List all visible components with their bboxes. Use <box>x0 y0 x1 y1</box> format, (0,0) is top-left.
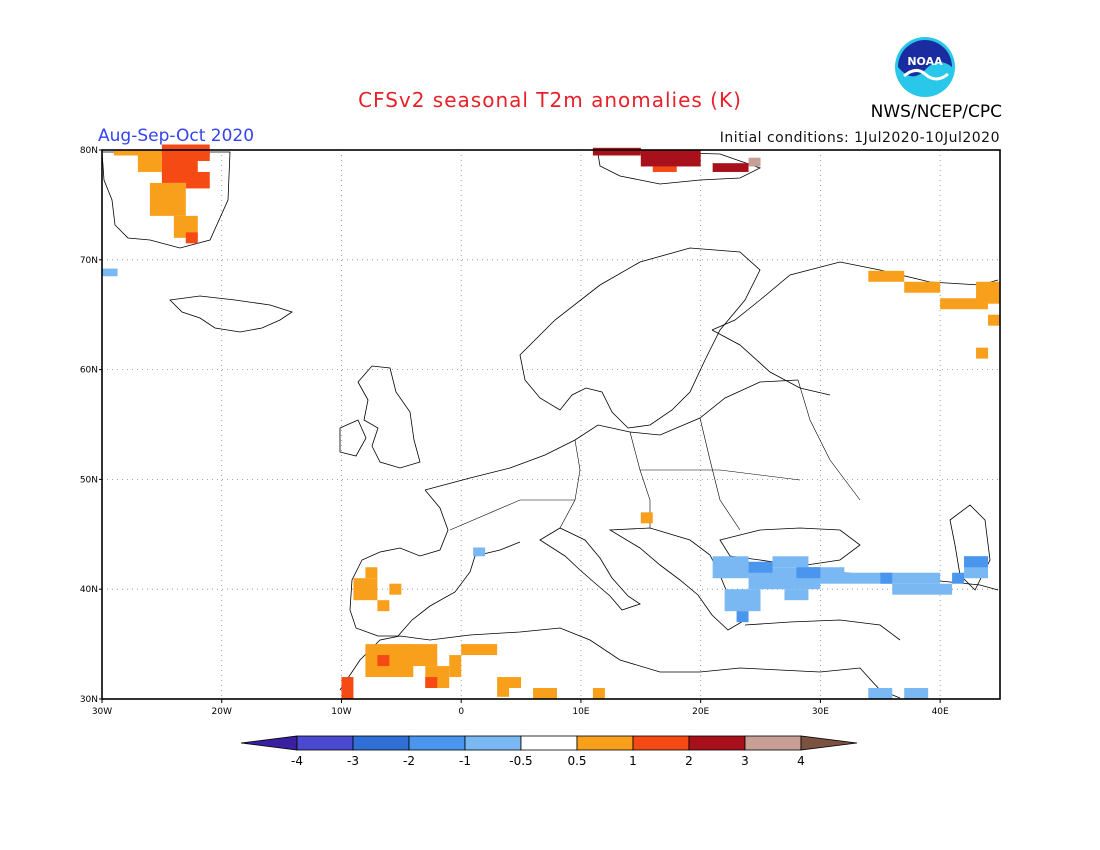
anomaly-cell <box>892 583 953 595</box>
season-label: Aug-Sep-Oct 2020 <box>98 126 255 146</box>
anomaly-cell <box>341 677 354 699</box>
anomaly-cell <box>425 677 438 689</box>
anomaly-cell <box>772 556 809 568</box>
anomaly-cell <box>964 556 989 568</box>
anomaly-cell <box>113 150 174 156</box>
lon-label: 10W <box>331 707 351 717</box>
colorbar-swatch <box>408 735 466 751</box>
anomaly-cell <box>880 572 941 584</box>
anomaly-cell <box>592 688 605 699</box>
colorbar-label: 4 <box>797 754 805 768</box>
noaa-logo-icon: NOAA <box>895 37 955 97</box>
anomaly-cell <box>497 688 510 697</box>
anomaly-cell <box>712 556 749 579</box>
colorbar-label: 3 <box>741 754 749 768</box>
chart-title: CFSv2 seasonal T2m anomalies (K) <box>358 88 742 112</box>
anomaly-cell <box>449 655 462 678</box>
anomaly-cell <box>724 589 761 612</box>
lat-label: 50N <box>80 475 98 485</box>
colorbar-swatch <box>352 735 410 751</box>
colorbar: -4 -3 -2 -1 -0.5 0.5 1 2 3 4 <box>240 735 858 768</box>
anomaly-cell <box>473 547 486 557</box>
colorbar-label: -3 <box>347 754 359 768</box>
anomaly-cell <box>353 578 378 601</box>
anomaly-cell <box>185 232 198 244</box>
anomaly-cell <box>640 512 653 524</box>
colorbar-swatch <box>296 735 354 751</box>
colorbar-swatch <box>520 735 578 751</box>
anomaly-cell <box>988 314 1000 326</box>
colorbar-label: -4 <box>291 754 303 768</box>
lon-labels: 30W 20W 10W 0 10E 20E 30E 40E <box>92 699 949 717</box>
colorbar-swatch <box>744 735 802 751</box>
anomaly-cell <box>976 281 1000 304</box>
colorbar-label: -1 <box>459 754 471 768</box>
anomaly-cell <box>712 163 749 172</box>
colorbar-label: 1 <box>629 754 637 768</box>
lon-label: 0 <box>458 707 464 717</box>
anomaly-cell <box>952 572 965 584</box>
anomaly-cell <box>796 567 821 579</box>
grid-lines <box>102 150 1000 699</box>
anomaly-cell <box>868 688 893 699</box>
colorbar-swatch <box>464 735 522 751</box>
lat-label: 60N <box>80 366 98 376</box>
colorbar-swatch <box>576 735 634 751</box>
map-frame <box>101 149 1001 700</box>
lon-label: 40E <box>932 707 949 717</box>
anomaly-cell <box>592 147 641 156</box>
anomaly-cell <box>904 688 929 699</box>
anomaly-cell <box>652 166 677 172</box>
anomaly-cell <box>377 600 390 612</box>
lat-labels: 80N 70N 60N 50N 40N 30N <box>80 146 102 705</box>
lon-label: 10E <box>572 707 589 717</box>
lon-label: 20E <box>692 707 709 717</box>
lat-label: 80N <box>80 146 98 156</box>
anomaly-cell <box>497 677 522 689</box>
anomaly-cell <box>640 150 701 167</box>
anomaly-cell <box>389 583 402 595</box>
anomaly-cell <box>161 144 210 161</box>
anomaly-cell <box>820 572 881 584</box>
anomaly-cells <box>102 144 1000 699</box>
anomaly-cell <box>377 655 390 667</box>
anomaly-cell <box>102 268 118 277</box>
lon-label: 20W <box>212 707 232 717</box>
anomaly-cell <box>976 347 989 359</box>
anomaly-cell <box>748 561 773 573</box>
init-conditions-label: Initial conditions: 1Jul2020-10Jul2020 <box>719 130 1000 146</box>
land-outline <box>101 151 999 699</box>
logo-text: NOAA <box>907 55 943 68</box>
anomaly-cell <box>461 644 498 656</box>
anomaly-cell <box>868 270 905 282</box>
anomaly-cell <box>149 182 186 216</box>
lat-label: 70N <box>80 256 98 266</box>
colorbar-label: -2 <box>403 754 415 768</box>
anomaly-cell <box>940 298 989 310</box>
anomaly-cell <box>736 611 749 623</box>
anomaly-cell <box>533 688 557 699</box>
anomaly-cell <box>784 589 809 601</box>
lon-label: 30W <box>92 707 112 717</box>
lat-label: 40N <box>80 585 98 595</box>
anomaly-cell <box>365 567 378 579</box>
lat-label: 30N <box>80 695 98 705</box>
colorbar-swatch <box>688 735 746 751</box>
anomaly-cell <box>904 281 941 293</box>
colorbar-label: -0.5 <box>509 754 532 768</box>
colorbar-cap-left <box>240 735 298 751</box>
lon-label: 30E <box>812 707 829 717</box>
colorbar-label: 0.5 <box>567 754 586 768</box>
anomaly-cell <box>137 155 162 172</box>
colorbar-cap-right <box>800 735 858 751</box>
anomaly-cell <box>880 572 893 584</box>
colorbar-swatch <box>632 735 690 751</box>
anomaly-cell <box>748 157 761 167</box>
anomaly-cell <box>185 171 210 189</box>
agency-label: NWS/NCEP/CPC <box>870 102 1002 122</box>
anomaly-cell <box>401 644 438 667</box>
colorbar-label: 2 <box>685 754 693 768</box>
